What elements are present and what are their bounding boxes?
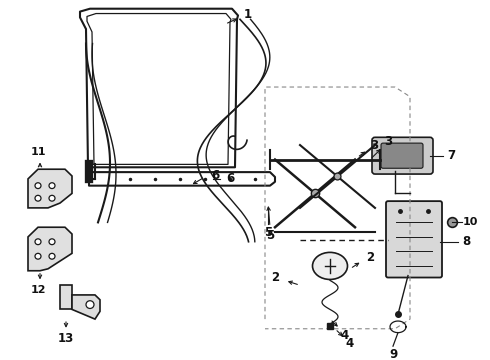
Text: 4: 4: [341, 329, 349, 342]
Text: 1: 1: [244, 8, 252, 21]
Circle shape: [35, 253, 41, 259]
Polygon shape: [72, 295, 100, 319]
Ellipse shape: [313, 252, 347, 279]
Text: 12: 12: [30, 285, 46, 295]
Polygon shape: [28, 227, 72, 271]
Text: 3: 3: [384, 135, 392, 148]
Circle shape: [35, 183, 41, 189]
Text: 6: 6: [226, 172, 234, 185]
Text: 7: 7: [447, 149, 455, 162]
Text: 8: 8: [462, 235, 470, 248]
Text: 10: 10: [462, 217, 478, 228]
Circle shape: [49, 183, 55, 189]
Text: 9: 9: [389, 348, 397, 360]
Polygon shape: [60, 285, 72, 310]
Polygon shape: [28, 169, 72, 208]
Text: 3: 3: [370, 139, 378, 152]
Circle shape: [49, 253, 55, 259]
Circle shape: [35, 239, 41, 245]
Circle shape: [86, 301, 94, 309]
Text: 4: 4: [346, 337, 354, 350]
Text: 11: 11: [30, 147, 46, 157]
Text: 2: 2: [271, 271, 279, 284]
FancyBboxPatch shape: [372, 137, 433, 174]
FancyBboxPatch shape: [381, 143, 423, 168]
Text: 2: 2: [366, 251, 374, 264]
Text: 5: 5: [266, 229, 274, 242]
Circle shape: [49, 195, 55, 201]
Text: 13: 13: [58, 332, 74, 345]
Circle shape: [49, 239, 55, 245]
FancyBboxPatch shape: [386, 201, 442, 278]
Text: 6: 6: [211, 168, 219, 181]
Text: 5: 5: [264, 226, 272, 239]
Circle shape: [35, 195, 41, 201]
